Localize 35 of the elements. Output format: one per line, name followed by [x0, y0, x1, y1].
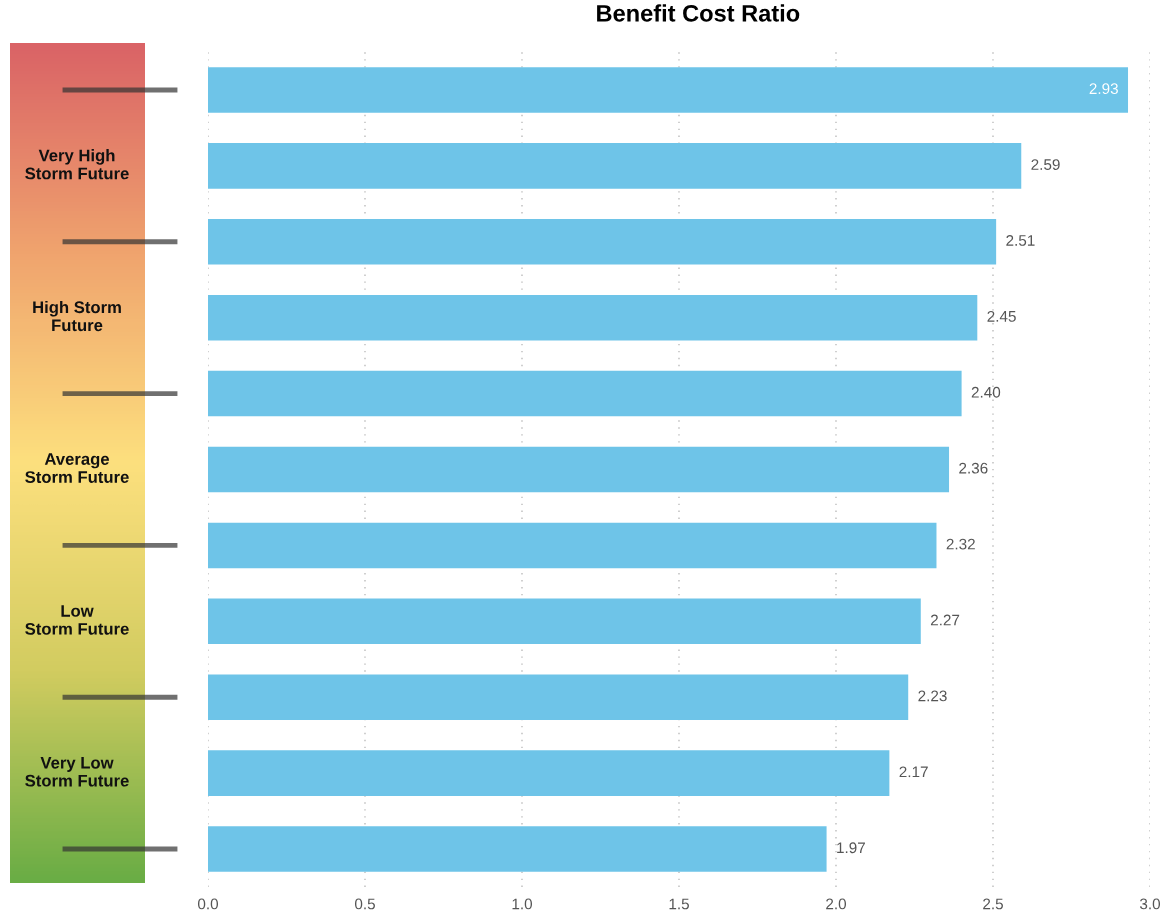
data-label: 2.36 — [959, 462, 988, 474]
data-label: 2.23 — [918, 690, 947, 702]
data-label: 2.59 — [1031, 159, 1060, 170]
text: Very High Storm Future — [25, 149, 129, 180]
bar — [208, 370, 962, 417]
data-label: 2.40 — [971, 386, 1001, 398]
bar — [208, 674, 909, 720]
text: Very Low Storm Future — [25, 757, 129, 787]
bar — [208, 143, 1022, 189]
chart-title: Benefit Cost Ratio — [597, 4, 800, 22]
data-label: 1.97 — [837, 842, 865, 854]
x-tick-label: 1.5 — [669, 898, 689, 910]
x-tick-label: 0.0 — [197, 898, 219, 910]
text: High Storm Future — [33, 300, 121, 332]
x-tick-label: 1.0 — [512, 898, 533, 910]
bar — [208, 826, 827, 872]
text: Average Storm Future — [25, 453, 129, 483]
bar — [208, 522, 937, 569]
bar — [208, 750, 890, 796]
data-label: 2.93 — [1089, 83, 1118, 95]
text: Low Storm Future — [25, 605, 129, 635]
bar — [208, 446, 950, 493]
x-tick-label: 3.0 — [1139, 898, 1161, 910]
bar — [208, 598, 921, 645]
x-tick-label: 2.5 — [983, 898, 1003, 910]
data-label: 2.51 — [1006, 235, 1035, 246]
data-label: 2.32 — [946, 538, 975, 550]
bar — [208, 219, 997, 265]
x-tick-label: 0.5 — [354, 898, 375, 910]
x-tick-label: 2.0 — [826, 898, 847, 910]
data-label: 2.27 — [930, 614, 960, 626]
bar — [208, 294, 978, 341]
bar — [208, 67, 1129, 113]
data-label: 2.45 — [987, 310, 1016, 322]
data-label: 2.17 — [899, 766, 928, 778]
